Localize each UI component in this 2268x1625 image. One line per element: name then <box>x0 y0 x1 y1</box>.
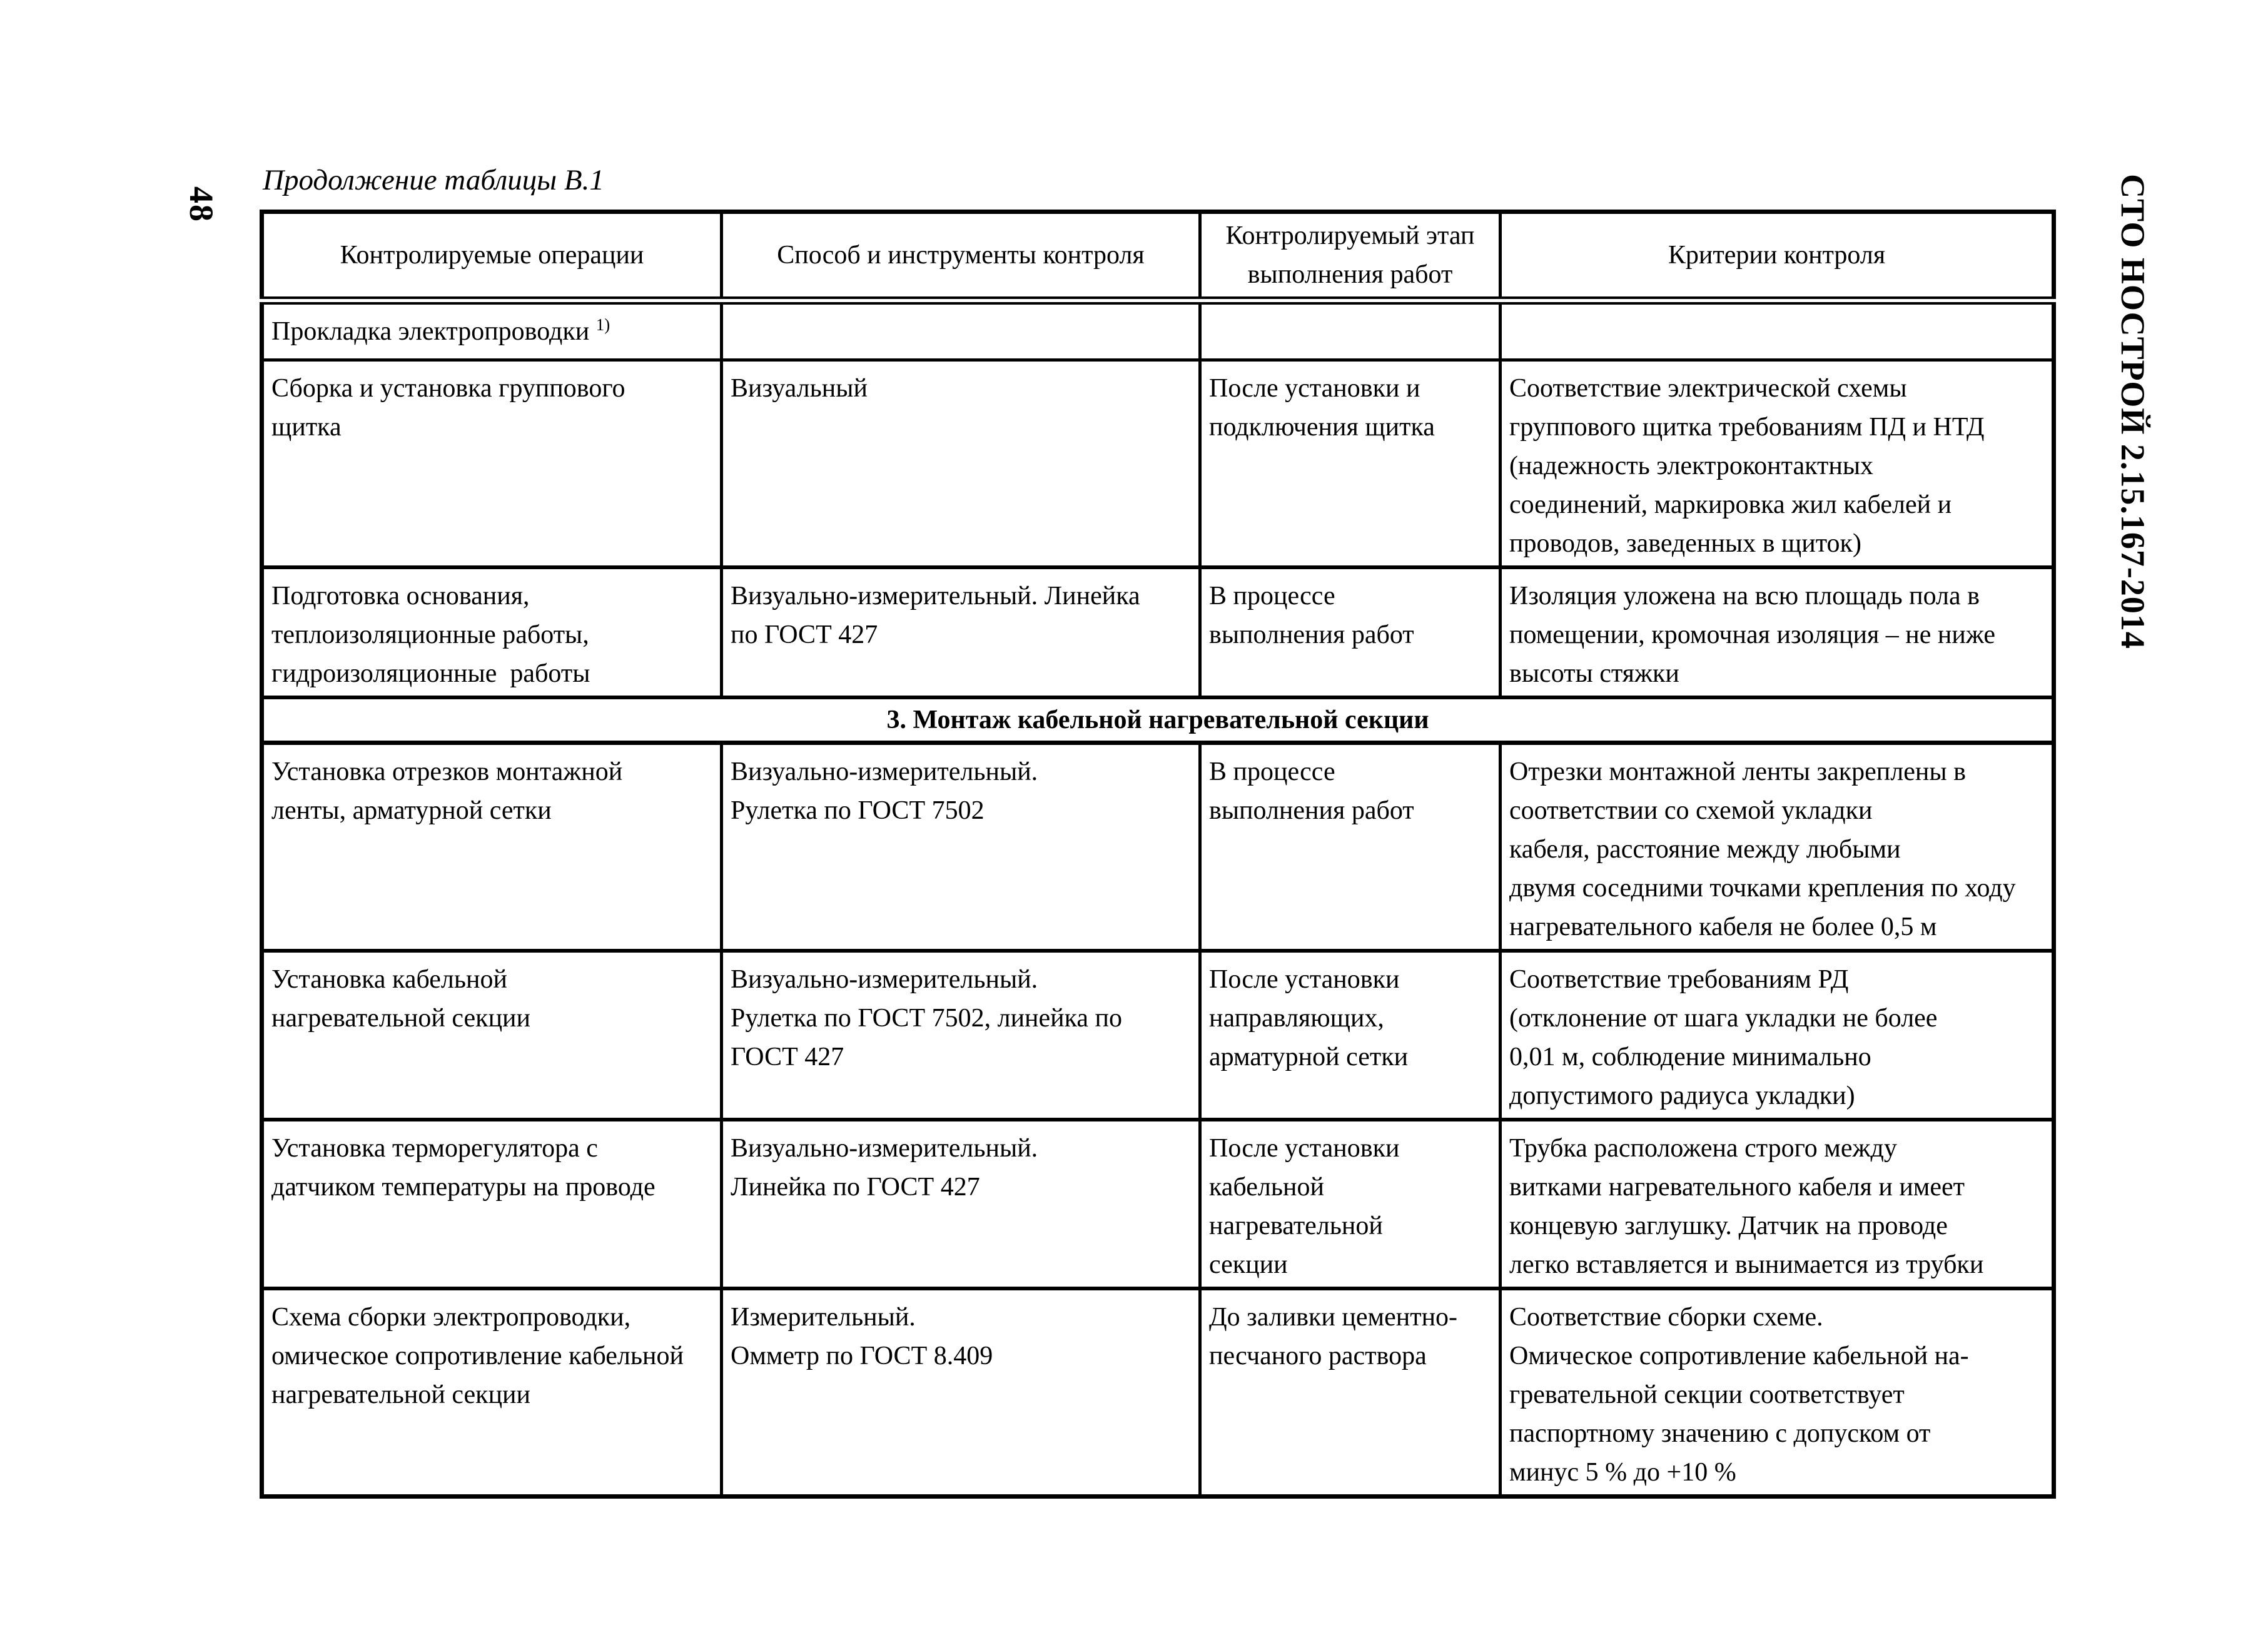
cell-stage: После установки кабельной нагревательной… <box>1198 1118 1502 1290</box>
cell-criteria: Соответствие электрической схемы группов… <box>1499 358 2055 569</box>
col-header-controlled-stage: Контролируемый этап выполнения работ <box>1198 210 1502 305</box>
cell-criteria: Трубка расположена строго между витками … <box>1499 1118 2055 1290</box>
cell-operation: Подготовка основания, теплоизоляционные … <box>260 565 723 699</box>
cell-method: Визуально-измерительный. Линейка по ГОСТ… <box>720 1118 1202 1290</box>
cell-method: Измерительный. Омметр по ГОСТ 8.409 <box>720 1287 1202 1498</box>
cell-method: Визуально-измерительный. Линейка по ГОСТ… <box>720 565 1202 699</box>
table-row-resistance-check: Схема сборки электропроводки, омическое … <box>260 1287 2055 1498</box>
cell-method <box>720 299 1202 362</box>
col-header-control-criteria: Критерии контроля <box>1499 210 2055 305</box>
doc-code: СТО НОСТРОЙ 2.15.167-2014 <box>2103 174 2163 649</box>
cell-stage: После установки и подключения щитка <box>1198 358 1502 569</box>
table-section-row: 3. Монтаж кабельной нагревательной секци… <box>260 696 2055 745</box>
cell-operation-text: Прокладка электропроводки <box>271 317 590 346</box>
table-row-heating-section-install: Установка кабельной нагревательной секци… <box>260 949 2055 1121</box>
col-header-controlled-operations: Контролируемые операции <box>260 210 723 305</box>
cell-operation: Прокладка электропроводки 1) <box>260 299 723 362</box>
table-row-panel-assembly: Сборка и установка группового щитка Визу… <box>260 358 2055 569</box>
cell-stage <box>1198 299 1502 362</box>
cell-criteria: Соответствие требованиям РД (отклонение … <box>1499 949 2055 1121</box>
cell-method: Визуально-измерительный. Рулетка по ГОСТ… <box>720 949 1202 1121</box>
cell-stage: В процессе выполнения работ <box>1198 565 1502 699</box>
cell-criteria: Соответствие сборки схеме. Омическое соп… <box>1499 1287 2055 1498</box>
cell-stage: До заливки цементно- песчаного раствора <box>1198 1287 1502 1498</box>
table-header-row: Контролируемые операции Способ и инструм… <box>260 210 2055 305</box>
section-title: 3. Монтаж кабельной нагревательной секци… <box>260 696 2055 745</box>
cell-method: Визуальный <box>720 358 1202 569</box>
col-header-method-instruments: Способ и инструменты контроля <box>720 210 1202 305</box>
table-row-base-preparation: Подготовка основания, теплоизоляционные … <box>260 565 2055 699</box>
cell-operation: Установка кабельной нагревательной секци… <box>260 949 723 1121</box>
cell-stage: После установки направляющих, арматурной… <box>1198 949 1502 1121</box>
cell-method: Визуально-измерительный. Рулетка по ГОСТ… <box>720 741 1202 953</box>
page-number-text: 48 <box>183 186 220 223</box>
cell-operation: Сборка и установка группового щитка <box>260 358 723 569</box>
table-row-mounting-tape: Установка отрезков монтажной ленты, арма… <box>260 741 2055 953</box>
cell-operation: Установка отрезков монтажной ленты, арма… <box>260 741 723 953</box>
footnote-marker: 1) <box>595 315 610 334</box>
cell-stage: В процессе выполнения работ <box>1198 741 1502 953</box>
cell-operation: Схема сборки электропроводки, омическое … <box>260 1287 723 1498</box>
cell-criteria: Отрезки монтажной ленты закреплены в соо… <box>1499 741 2055 953</box>
table-row-wiring: Прокладка электропроводки 1) <box>260 299 2055 362</box>
page-number: 48 <box>180 180 223 229</box>
cell-operation: Установка терморегулятора с датчиком тем… <box>260 1118 723 1290</box>
quality-control-table: Контролируемые операции Способ и инструм… <box>260 210 2056 1499</box>
cell-criteria <box>1499 299 2055 362</box>
table-row-thermostat-install: Установка терморегулятора с датчиком тем… <box>260 1118 2055 1290</box>
cell-criteria: Изоляция уложена на всю площадь пола в п… <box>1499 565 2055 699</box>
table-caption: Продолжение таблицы В.1 <box>263 164 604 196</box>
doc-code-text: СТО НОСТРОЙ 2.15.167-2014 <box>2114 174 2152 649</box>
